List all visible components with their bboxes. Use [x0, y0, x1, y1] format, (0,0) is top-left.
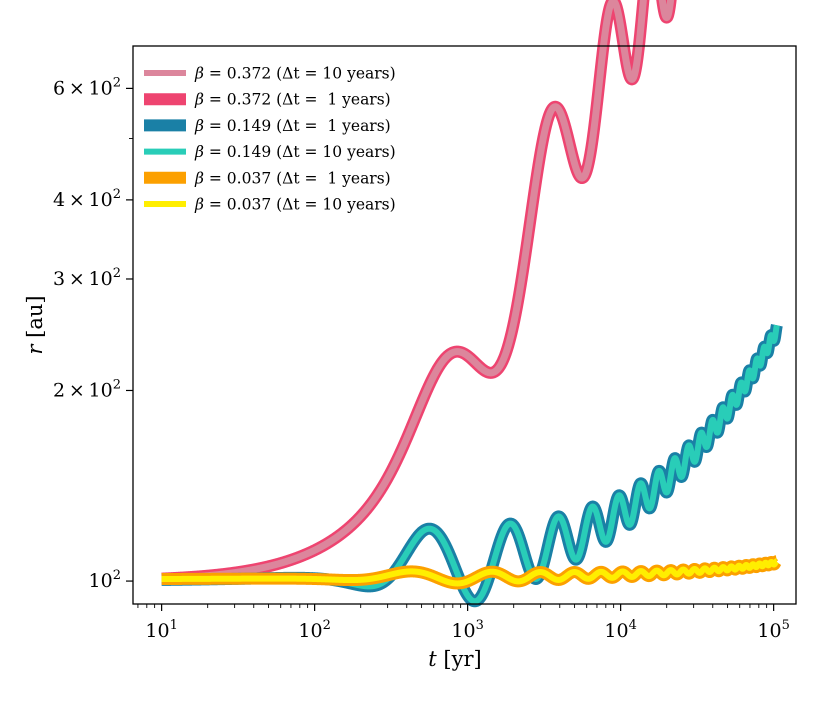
x-tick-label: 104 [604, 618, 636, 642]
x-tick-label: 103 [451, 618, 483, 642]
series-line-5 [158, 558, 780, 587]
x-tick-label: 102 [298, 618, 330, 642]
y-tick-label: 6 × 102 [53, 75, 121, 99]
legend: β = 0.372 (Δt = 10 years) β = 0.372 (Δt =… [144, 65, 396, 214]
x-axis-unit: [yr] [437, 647, 482, 671]
y-tick-label: 102 [89, 568, 121, 592]
series-line-3 [158, 323, 780, 605]
legend-label-3: β = 0.149 (Δt = 10 years) [194, 143, 396, 161]
y-axis-var: r [23, 343, 47, 355]
x-tick-label: 105 [757, 618, 789, 642]
legend-label-2: β = 0.149 (Δt = 1 years) [194, 117, 391, 135]
x-axis-var: t [428, 647, 437, 671]
series-line-0 [158, 0, 675, 583]
x-axis-label: t [yr] [428, 647, 481, 671]
y-tick-label: 4 × 102 [53, 187, 121, 211]
series-layer [155, 0, 783, 608]
axes-frame [132, 45, 797, 605]
y-axis-label: r [au] [23, 295, 47, 354]
x-tick-label: 101 [145, 618, 177, 642]
y-tick-label: 2 × 102 [53, 377, 121, 401]
legend-label-5: β = 0.037 (Δt = 10 years) [194, 196, 396, 214]
legend-label-4: β = 0.037 (Δt = 1 years) [194, 169, 391, 187]
series-line-1 [155, 0, 677, 585]
ticks-layer: 101 102 103 104 105 102 2 × 102 3 × 102 4 × 102 6… [53, 75, 790, 642]
legend-label-1: β = 0.372 (Δt = 1 years) [194, 91, 391, 109]
y-axis-unit: [au] [23, 295, 47, 344]
legend-label-0: β = 0.372 (Δt = 10 years) [194, 65, 396, 83]
y-tick-label: 3 × 102 [53, 266, 121, 290]
